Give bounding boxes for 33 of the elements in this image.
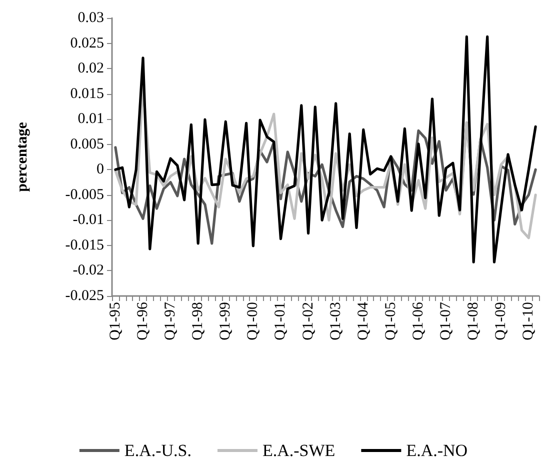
y-axis-title: percentage bbox=[14, 122, 30, 192]
y-tick-label: -0.005 bbox=[65, 186, 104, 203]
legend-label: E.A.-NO bbox=[406, 441, 468, 460]
y-tick-label: 0 bbox=[96, 162, 104, 178]
y-tick-label: 0.03 bbox=[78, 10, 104, 26]
y-tick-label: -0.01 bbox=[72, 212, 104, 228]
x-tick-label: Q1-03 bbox=[328, 302, 344, 340]
x-tick-label: Q1-00 bbox=[245, 302, 262, 340]
y-tick-label: 0.005 bbox=[70, 136, 104, 152]
x-tick-label: Q1-04 bbox=[355, 302, 372, 340]
legend-label: E.A.-SWE bbox=[262, 441, 336, 460]
legend-label: E.A.-U.S. bbox=[124, 441, 192, 460]
x-tick-label: Q1-96 bbox=[134, 302, 151, 340]
x-tick-label: Q1-07 bbox=[438, 302, 454, 340]
x-tick-label: Q1-95 bbox=[107, 302, 124, 340]
y-tick-label: -0.025 bbox=[65, 288, 104, 304]
x-tick-label: Q1-09 bbox=[493, 302, 510, 340]
x-tick-label: Q1-98 bbox=[190, 302, 206, 340]
y-tick-label: 0.015 bbox=[70, 86, 104, 102]
x-tick-label: Q1-97 bbox=[162, 302, 179, 340]
x-tick-label: Q1-99 bbox=[218, 302, 234, 340]
y-tick-label: -0.02 bbox=[72, 262, 104, 279]
x-tick-label: Q1-02 bbox=[300, 302, 316, 340]
y-tick-label: -0.015 bbox=[65, 237, 104, 254]
y-tick-label: 0.02 bbox=[78, 60, 104, 77]
x-tick-label: Q1-01 bbox=[272, 302, 289, 340]
line-series bbox=[114, 35, 537, 264]
y-tick-label: 0.01 bbox=[78, 111, 104, 128]
x-tick-label: Q1-05 bbox=[382, 302, 399, 340]
x-tick-label: Q1-10 bbox=[520, 302, 537, 340]
x-tick-label: Q1-06 bbox=[410, 302, 426, 340]
x-tick-label: Q1-08 bbox=[466, 302, 482, 340]
y-tick-label: 0.025 bbox=[70, 35, 104, 52]
